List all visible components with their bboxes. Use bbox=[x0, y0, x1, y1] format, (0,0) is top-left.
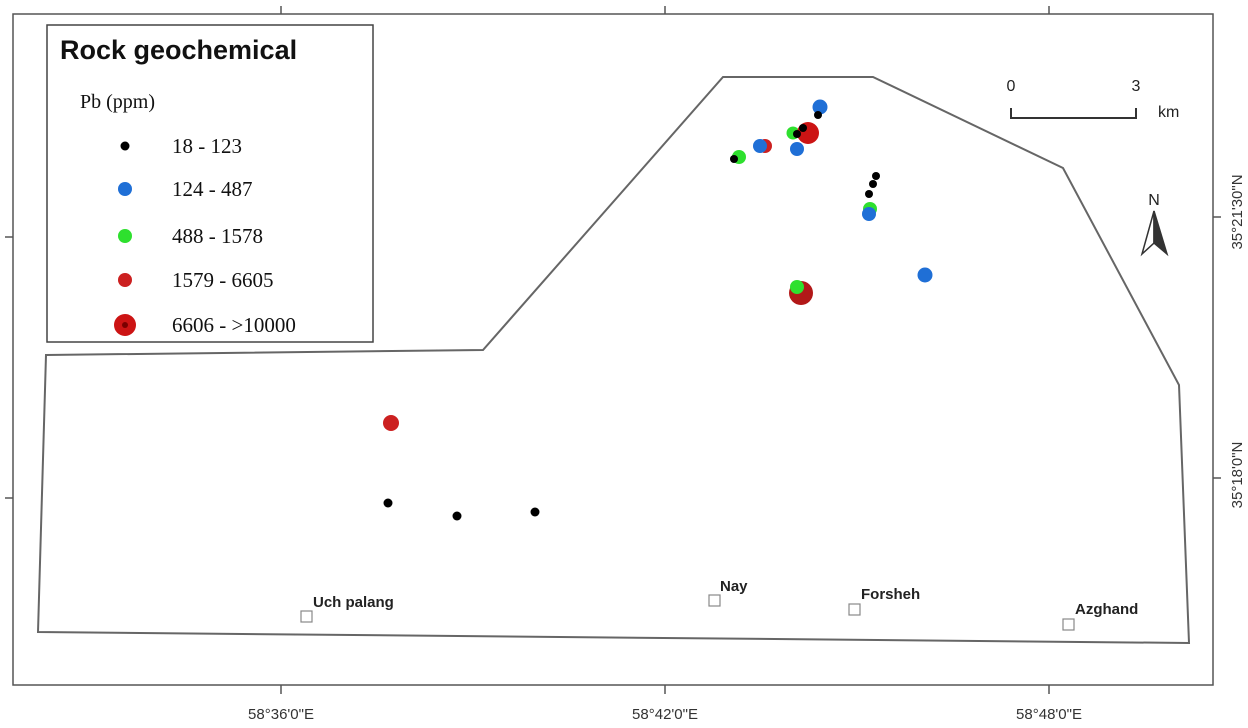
town-label-nay: Nay bbox=[720, 578, 748, 595]
sample-point-black bbox=[530, 507, 540, 517]
y-tick-label-2: 35°18'0"N bbox=[1229, 442, 1246, 509]
sample-point-green bbox=[790, 280, 804, 294]
scale-bar-end: 3 bbox=[1132, 78, 1141, 95]
sample-points bbox=[383, 99, 933, 521]
sample-point-black bbox=[383, 498, 393, 508]
towns: Uch palang Nay Forsheh Azghand bbox=[300, 578, 1138, 631]
legend-label-class-2: 124 - 487 bbox=[172, 177, 253, 201]
study-area-boundary bbox=[36, 76, 1191, 645]
sample-point-black bbox=[872, 172, 880, 180]
sample-point-blue bbox=[812, 99, 828, 115]
legend-label-class-3: 488 - 1578 bbox=[172, 224, 263, 248]
legend-symbol-class-5-core bbox=[122, 322, 128, 328]
legend-box bbox=[46, 24, 374, 343]
town-marker-azghand bbox=[1062, 618, 1075, 631]
scale-bar-unit: km bbox=[1158, 104, 1179, 121]
sample-point-blue bbox=[753, 139, 767, 153]
x-tick-label-1: 58°36'0"E bbox=[248, 706, 314, 723]
sample-point-black bbox=[865, 190, 873, 198]
x-tick-label-2: 58°42'0"E bbox=[632, 706, 698, 723]
town-label-uch-palang: Uch palang bbox=[313, 594, 394, 611]
town-marker-nay bbox=[708, 594, 721, 607]
y-tick-label-1: 35°21'30"N bbox=[1229, 174, 1246, 249]
town-label-azghand: Azghand bbox=[1075, 601, 1138, 618]
legend-label-class-5: 6606 - >10000 bbox=[172, 313, 296, 337]
x-tick-label-3: 58°48'0"E bbox=[1016, 706, 1082, 723]
town-marker-forsheh bbox=[848, 603, 861, 616]
sample-point-blue bbox=[862, 207, 876, 221]
legend-label-class-4: 1579 - 6605 bbox=[172, 268, 274, 292]
town-marker-uch-palang bbox=[300, 610, 313, 623]
north-arrow-left-half bbox=[1140, 210, 1155, 257]
sample-point-black bbox=[793, 130, 801, 138]
scale-bar-start: 0 bbox=[1007, 78, 1016, 95]
sample-point-blue bbox=[917, 267, 933, 283]
legend-label-class-1: 18 - 123 bbox=[172, 134, 242, 158]
north-arrow-icon: N bbox=[1140, 192, 1169, 257]
scale-bar-line bbox=[1010, 108, 1137, 119]
legend-symbol-class-4 bbox=[118, 273, 132, 287]
legend: Rock geochemical Pb (ppm) 18 - 123 124 -… bbox=[46, 24, 374, 343]
legend-subtitle: Pb (ppm) bbox=[80, 91, 155, 113]
sample-point-black bbox=[814, 111, 822, 119]
sample-point-black bbox=[730, 155, 738, 163]
sample-point-black bbox=[869, 180, 877, 188]
sample-point-black bbox=[452, 511, 462, 521]
legend-symbol-class-2 bbox=[118, 182, 132, 196]
sample-point-blue bbox=[790, 142, 804, 156]
legend-title: Rock geochemical bbox=[60, 35, 297, 65]
scale-bar: 0 3 km bbox=[1007, 78, 1180, 121]
sample-point-red bbox=[383, 415, 399, 431]
sample-point-black bbox=[799, 124, 807, 132]
legend-symbol-class-1 bbox=[120, 141, 130, 151]
legend-symbol-class-3 bbox=[118, 229, 132, 243]
map-frame bbox=[12, 13, 1214, 686]
north-arrow-right-half bbox=[1153, 210, 1169, 257]
frame-ticks bbox=[5, 6, 1221, 694]
north-arrow-label: N bbox=[1148, 192, 1160, 209]
town-label-forsheh: Forsheh bbox=[861, 586, 920, 603]
